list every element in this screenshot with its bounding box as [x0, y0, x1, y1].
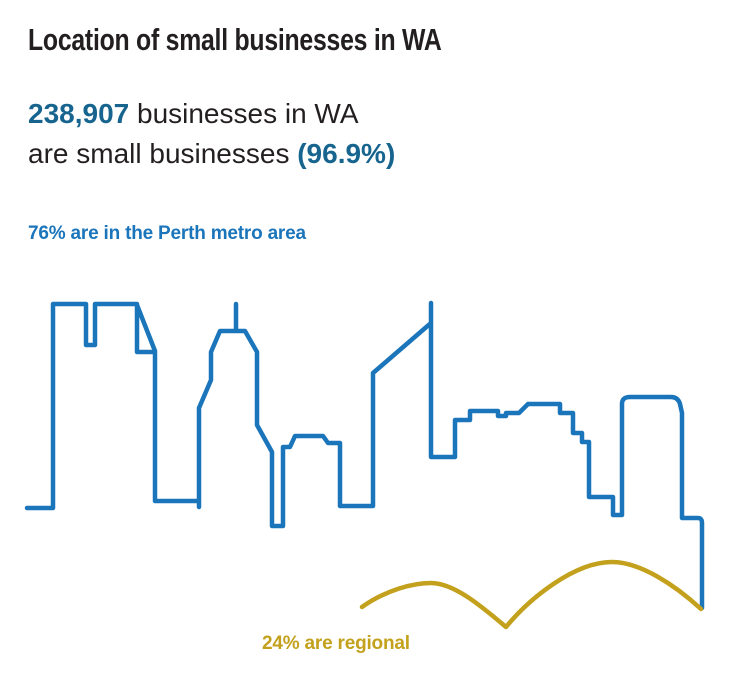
stat-line-2: are small businesses (96.9%): [28, 134, 395, 174]
stat-percent: (96.9%): [297, 138, 396, 169]
stat-suffix: businesses in WA: [129, 98, 359, 129]
page-title-text: Location of small businesses in WA: [28, 22, 442, 57]
page-title: Location of small businesses in WA: [28, 22, 545, 58]
stat-line2-text: are small businesses: [28, 138, 298, 169]
stat-headline: 238,907 businesses in WA are small busin…: [28, 94, 395, 174]
stat-line-1: 238,907 businesses in WA: [28, 94, 395, 134]
regional-hills-curve: [359, 559, 704, 630]
perth-skyline-outline: [24, 300, 705, 611]
regional-percent-label: 24% are regional: [262, 633, 410, 654]
stat-value: 238,907: [28, 98, 130, 129]
metro-percent-label: 76% are in the Perth metro area: [28, 223, 306, 244]
